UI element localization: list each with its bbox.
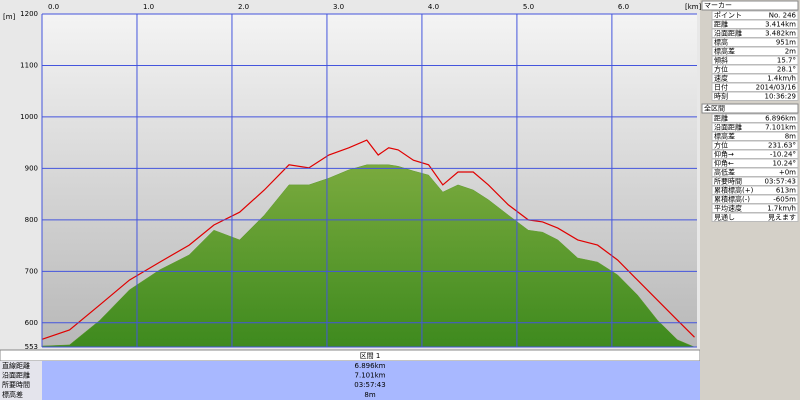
panel-value: 951m bbox=[776, 39, 796, 47]
y-unit: [m] bbox=[3, 13, 16, 21]
panel-value: 見えます bbox=[768, 214, 796, 222]
panel-label: 累積標高(-) bbox=[714, 195, 750, 204]
panel-label: 方位 bbox=[714, 141, 728, 150]
panel-label: 仰角→ bbox=[714, 150, 734, 159]
panel-label: 仰角← bbox=[714, 159, 734, 168]
panel-value: 231.63° bbox=[768, 142, 796, 150]
panel-label: 傾斜 bbox=[714, 56, 728, 65]
x-tick-label: 2.0 bbox=[238, 3, 249, 11]
y-tick-label: 800 bbox=[25, 216, 38, 224]
panel-value: 613m bbox=[776, 187, 796, 195]
panel-label: 速度 bbox=[714, 74, 728, 83]
section-label: 沿面距離 bbox=[2, 371, 30, 380]
panel-value: 15.7° bbox=[777, 57, 796, 65]
panel-label: 標高差 bbox=[714, 47, 735, 56]
section-table bbox=[42, 361, 700, 400]
x-unit: [km] bbox=[685, 3, 702, 11]
panel-row bbox=[711, 212, 799, 222]
section-label: 標高差 bbox=[2, 390, 23, 399]
y-tick-label: 600 bbox=[25, 319, 38, 327]
panel-label: 方位 bbox=[714, 65, 728, 74]
panel-value: -605m bbox=[773, 196, 796, 204]
x-tick-label: 1.0 bbox=[143, 3, 154, 11]
panel-label: 沿面距離 bbox=[714, 123, 742, 132]
y-tick-label: 1000 bbox=[20, 113, 38, 121]
panel-label: 累積標高(+) bbox=[714, 186, 754, 195]
panel-value: 2014/03/16 bbox=[756, 84, 797, 92]
y-tick-label: 700 bbox=[25, 267, 38, 275]
y-tick-label: 553 bbox=[25, 343, 38, 351]
x-tick-label: 5.0 bbox=[523, 3, 534, 11]
panel-value: 3.414km bbox=[765, 21, 796, 29]
section-value: 8m bbox=[364, 391, 375, 399]
panel-label: 高低差 bbox=[714, 168, 735, 177]
panel-label: ポイント bbox=[714, 12, 742, 20]
panel-label: 所要時間 bbox=[714, 177, 742, 186]
panel-value: 6.896km bbox=[765, 115, 796, 123]
section-label: 所要時間 bbox=[2, 380, 30, 389]
x-tick-label: 3.0 bbox=[333, 3, 344, 11]
panel-value: 1.7km/h bbox=[767, 205, 796, 213]
panel-title: マーカー bbox=[704, 2, 732, 10]
panel-value: 1.4km/h bbox=[767, 75, 796, 83]
section-label: 直線距離 bbox=[2, 361, 30, 370]
panel-value: No. 246 bbox=[769, 12, 797, 20]
panel-label: 標高差 bbox=[714, 132, 735, 141]
panel-label: 距離 bbox=[714, 20, 728, 29]
panel-row bbox=[711, 91, 799, 101]
panel-value: 10:36:29 bbox=[765, 93, 796, 101]
y-tick-label: 900 bbox=[25, 164, 38, 172]
x-tick-label: 6.0 bbox=[618, 3, 629, 11]
panel-label: 距離 bbox=[714, 114, 728, 123]
panel-label: 見通し bbox=[714, 213, 735, 222]
section-value: 7.101km bbox=[355, 372, 386, 380]
panel-value: 28.1° bbox=[777, 66, 796, 74]
panel-title-box bbox=[701, 103, 799, 114]
elevation-line bbox=[41, 139, 695, 340]
panel-label: 時刻 bbox=[714, 92, 728, 101]
y-tick-label: 1200 bbox=[20, 10, 38, 18]
section-labels bbox=[0, 361, 42, 400]
section-title: 区間 1 bbox=[360, 352, 381, 360]
terrain-area bbox=[41, 164, 695, 348]
panel-value: +0m bbox=[779, 169, 796, 177]
panel-label: 日付 bbox=[714, 83, 728, 92]
panel-label: 平均速度 bbox=[714, 204, 742, 213]
panel-value: 7.101km bbox=[765, 124, 796, 132]
section-value: 03:57:43 bbox=[354, 381, 385, 389]
y-tick-label: 1100 bbox=[20, 61, 38, 69]
x-tick-label: 0.0 bbox=[48, 3, 59, 11]
panel-value: 8m bbox=[785, 133, 796, 141]
panel-value: 2m bbox=[785, 48, 796, 56]
section-header bbox=[0, 349, 701, 362]
section-value: 6.896km bbox=[355, 362, 386, 370]
panel-label: 標高 bbox=[714, 38, 728, 47]
panel-label: 沿面距離 bbox=[714, 29, 742, 38]
x-tick-label: 4.0 bbox=[428, 3, 439, 11]
panel-title: 全区間 bbox=[704, 104, 725, 113]
panel-value: 3.482km bbox=[765, 30, 796, 38]
panel-value: 03:57:43 bbox=[765, 178, 796, 186]
panel-title-box bbox=[701, 0, 799, 11]
panel-value: -10.24° bbox=[770, 151, 796, 159]
panel-value: 10.24° bbox=[772, 160, 796, 168]
